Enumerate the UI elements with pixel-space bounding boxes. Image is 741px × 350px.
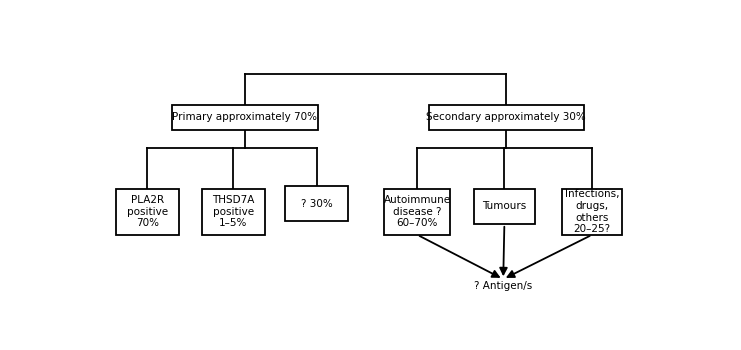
Text: Primary approximately 70%: Primary approximately 70% — [173, 112, 317, 122]
FancyBboxPatch shape — [202, 189, 265, 235]
FancyBboxPatch shape — [116, 189, 179, 235]
Text: Secondary approximately 30%: Secondary approximately 30% — [426, 112, 586, 122]
Text: Infections,
drugs,
others
20–25?: Infections, drugs, others 20–25? — [565, 189, 619, 234]
Text: ? Antigen/s: ? Antigen/s — [474, 281, 532, 291]
Text: ? 30%: ? 30% — [301, 199, 333, 209]
FancyBboxPatch shape — [562, 189, 622, 235]
Text: Tumours: Tumours — [482, 201, 527, 211]
FancyBboxPatch shape — [474, 189, 534, 224]
Text: THSD7A
positive
1–5%: THSD7A positive 1–5% — [212, 195, 254, 229]
FancyBboxPatch shape — [384, 189, 450, 235]
Text: PLA2R
positive
70%: PLA2R positive 70% — [127, 195, 167, 229]
FancyBboxPatch shape — [285, 186, 348, 221]
FancyBboxPatch shape — [172, 105, 318, 130]
Text: Autoimmune
disease ?
60–70%: Autoimmune disease ? 60–70% — [384, 195, 451, 229]
FancyBboxPatch shape — [428, 105, 584, 130]
